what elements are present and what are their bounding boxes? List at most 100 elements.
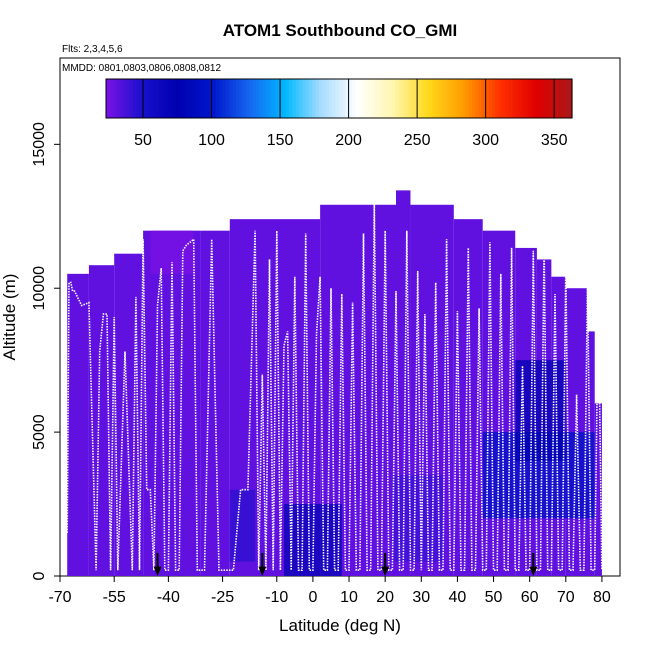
colorbar-segment (358, 79, 363, 118)
colorbar-segment (106, 79, 110, 118)
colorbar-segment (112, 79, 117, 118)
colorbar-segment (385, 79, 390, 118)
colorbar-segment (345, 79, 350, 118)
colorbar-tick-label: 300 (472, 132, 499, 149)
colorbar-segment (442, 79, 447, 118)
colorbar-segment (352, 79, 357, 118)
colorbar-segment (119, 79, 124, 118)
colorbar-segment (422, 79, 427, 118)
x-tick-label: 40 (449, 589, 467, 606)
heatmap-cell (143, 230, 201, 576)
colorbar-segment (262, 79, 267, 118)
position-markers (153, 552, 538, 576)
colorbar-segment (525, 79, 530, 118)
colorbar-segment (145, 79, 150, 118)
colorbar-segment (132, 79, 137, 118)
colorbar-segment (255, 79, 260, 118)
heatmap-cell (229, 489, 256, 562)
colorbar-segment (172, 79, 177, 118)
colorbar-segment (548, 79, 553, 118)
colorbar-segment (452, 79, 457, 118)
colorbar-segment (229, 79, 234, 118)
y-tick-label: 0 (31, 571, 48, 580)
x-tick-label: 80 (593, 589, 611, 606)
colorbar-segment (465, 79, 470, 118)
colorbar-segment (515, 79, 520, 118)
x-tick-label: -70 (48, 589, 71, 606)
y-tick-label: 5000 (31, 414, 48, 450)
colorbar-segment (562, 79, 566, 118)
x-tick-label: 0 (308, 589, 317, 606)
colorbar-segment (125, 79, 130, 118)
colorbar-segment (235, 79, 240, 118)
colorbar-segment (402, 79, 407, 118)
colorbar-segment (215, 79, 220, 118)
colorbar-segment (309, 79, 313, 118)
colorbar-segment (199, 79, 204, 118)
colorbar-segment (555, 79, 560, 118)
colorbar-segment (445, 79, 450, 118)
position-marker-arrow (529, 566, 538, 576)
colorbar-segment (502, 79, 507, 118)
colorbar-tick-label: 50 (134, 132, 152, 149)
colorbar-segment (362, 79, 367, 118)
colorbar-segment (405, 79, 410, 118)
colorbar-segment (152, 79, 157, 118)
x-tick-label: -55 (103, 589, 126, 606)
colorbar-segment (275, 79, 280, 118)
colorbar-segment (225, 79, 230, 118)
colorbar-segment (398, 79, 403, 118)
position-marker-arrow (258, 566, 267, 576)
chart-title: ATOM1 Southbound CO_GMI (223, 21, 458, 40)
heatmap-cell (114, 253, 144, 576)
x-tick-label: 60 (521, 589, 539, 606)
colorbar-segment (492, 79, 497, 118)
colorbar-segment (252, 79, 257, 118)
colorbar-segment (368, 79, 373, 118)
colorbar-segment (142, 79, 147, 118)
heatmap-cell (67, 273, 89, 576)
colorbar-segment (438, 79, 443, 118)
position-marker-arrow (153, 566, 162, 576)
colorbar-tick-label: 250 (404, 132, 431, 149)
x-tick-label: 10 (340, 589, 358, 606)
colorbar-segment (462, 79, 467, 118)
colorbar-segment (495, 79, 500, 118)
x-axis-label: Latitude (deg N) (279, 616, 401, 635)
colorbar-segment (535, 79, 540, 118)
colorbar-segment (488, 79, 493, 118)
colorbar-segment (109, 79, 114, 118)
colorbar-segment (322, 79, 327, 118)
colorbar-segment (282, 79, 287, 118)
colorbar-segment (498, 79, 503, 118)
colorbar-segment (259, 79, 264, 118)
colorbar-segment (329, 79, 333, 118)
colorbar-segment (159, 79, 164, 118)
position-marker-arrow (381, 566, 390, 576)
flight-track-line (66, 198, 603, 571)
colorbar-segment (149, 79, 154, 118)
colorbar-segment (182, 79, 187, 118)
colorbar-segment (518, 79, 523, 118)
colorbar-segment (265, 79, 270, 118)
colorbar-segment (382, 79, 387, 118)
colorbar-segment (192, 79, 197, 118)
colorbar-segment (272, 79, 277, 118)
colorbar-segment (269, 79, 274, 118)
colorbar-segment (332, 79, 337, 118)
x-tick-label: -40 (157, 589, 180, 606)
colorbar-segment (538, 79, 543, 118)
colorbar-segment (325, 79, 330, 118)
colorbar-segment (455, 79, 460, 118)
y-tick-label: 15000 (31, 122, 48, 167)
colorbar-segment (388, 79, 393, 118)
colorbar-segment (165, 79, 170, 118)
colorbar-segment (448, 79, 453, 118)
colorbar-segment (408, 79, 413, 118)
colorbar-segment (175, 79, 180, 118)
x-tick-label: 20 (376, 589, 394, 606)
colorbar-segment (319, 79, 323, 118)
colorbar-segment (532, 79, 536, 118)
colorbar-segment (348, 79, 353, 118)
colorbar-segment (512, 79, 517, 118)
